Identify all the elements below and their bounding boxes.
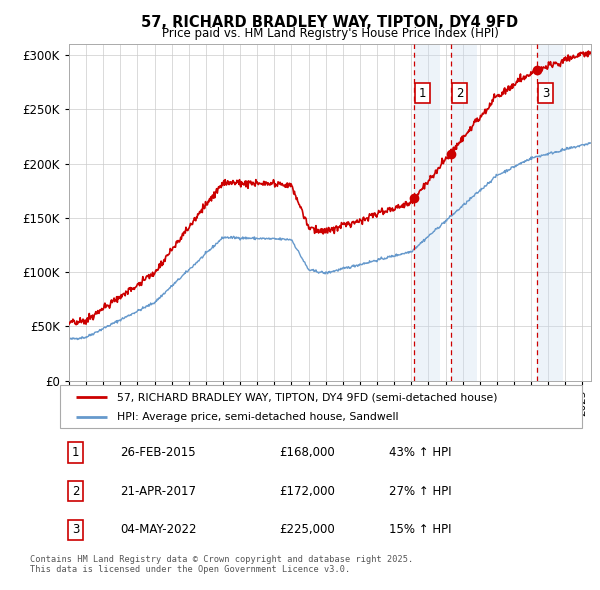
Text: HPI: Average price, semi-detached house, Sandwell: HPI: Average price, semi-detached house,… xyxy=(118,412,399,422)
Bar xyxy=(414,44,440,381)
Text: Price paid vs. HM Land Registry's House Price Index (HPI): Price paid vs. HM Land Registry's House … xyxy=(161,27,499,40)
Text: 43% ↑ HPI: 43% ↑ HPI xyxy=(389,446,451,459)
Text: 27% ↑ HPI: 27% ↑ HPI xyxy=(389,484,451,498)
Text: 2: 2 xyxy=(72,484,79,498)
Bar xyxy=(451,44,476,381)
Bar xyxy=(537,44,563,381)
Text: 3: 3 xyxy=(542,87,549,100)
Text: 1: 1 xyxy=(72,446,79,459)
Text: 21-APR-2017: 21-APR-2017 xyxy=(120,484,196,498)
Text: 15% ↑ HPI: 15% ↑ HPI xyxy=(389,523,451,536)
Text: £225,000: £225,000 xyxy=(279,523,335,536)
FancyBboxPatch shape xyxy=(60,385,582,428)
Text: Contains HM Land Registry data © Crown copyright and database right 2025.
This d: Contains HM Land Registry data © Crown c… xyxy=(30,555,413,574)
Text: 2: 2 xyxy=(455,87,463,100)
Text: 04-MAY-2022: 04-MAY-2022 xyxy=(120,523,197,536)
Text: 26-FEB-2015: 26-FEB-2015 xyxy=(120,446,196,459)
Text: £168,000: £168,000 xyxy=(279,446,335,459)
Text: 57, RICHARD BRADLEY WAY, TIPTON, DY4 9FD (semi-detached house): 57, RICHARD BRADLEY WAY, TIPTON, DY4 9FD… xyxy=(118,392,498,402)
Text: £172,000: £172,000 xyxy=(279,484,335,498)
Text: 57, RICHARD BRADLEY WAY, TIPTON, DY4 9FD: 57, RICHARD BRADLEY WAY, TIPTON, DY4 9FD xyxy=(142,15,518,30)
Text: 1: 1 xyxy=(419,87,426,100)
Text: 3: 3 xyxy=(72,523,79,536)
